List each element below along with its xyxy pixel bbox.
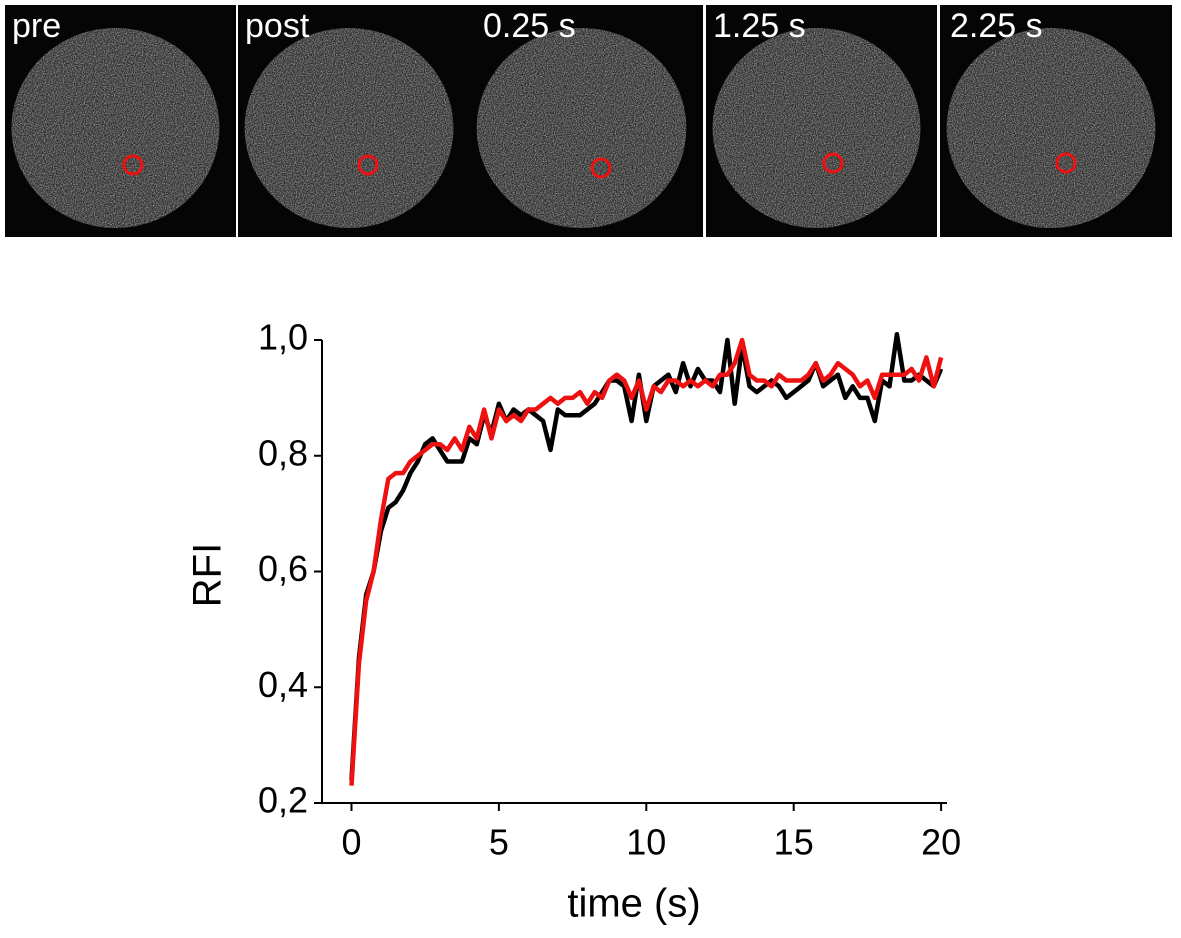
bleach-roi [1055, 152, 1077, 174]
y-tick-label: 0,2 [258, 780, 308, 821]
chart: RFI time (s) 0,2 0,4 0,6 0,8 1,0 0 5 10 15 20 [186, 317, 962, 926]
x-tick-label: 10 [626, 822, 666, 863]
nucleus-speckle [946, 28, 1156, 228]
panel-label: 1.25 s [713, 7, 806, 45]
x-tick-label: 5 [489, 822, 509, 863]
bleach-roi [822, 152, 844, 174]
y-tick-label: 0,8 [258, 432, 308, 473]
y-tick-label: 1,0 [258, 317, 308, 358]
panel-label: post [245, 7, 310, 45]
y-tick-label: 0,4 [258, 664, 308, 705]
nucleus-speckle [11, 28, 220, 228]
bleach-roi [122, 154, 144, 176]
x-axis-label: time (s) [567, 882, 700, 926]
nucleus-speckle [476, 28, 687, 228]
bleach-roi [357, 154, 379, 176]
image-strip: pre post 0.25 s 1.25 s 2.25 s [3, 3, 1175, 239]
panel-label: 2.25 s [950, 7, 1043, 45]
panel-label: pre [12, 7, 61, 45]
bleach-roi [590, 157, 612, 179]
nucleus-speckle [244, 28, 454, 228]
x-tick-label: 20 [921, 822, 961, 863]
x-tick-label: 0 [341, 822, 361, 863]
y-axis-label: RFI [186, 543, 230, 607]
y-tick-label: 0,6 [258, 548, 308, 589]
data-line [349, 337, 944, 786]
panel-label: 0.25 s [483, 7, 576, 45]
nucleus-speckle [712, 28, 921, 228]
data-line [349, 331, 944, 781]
x-tick-label: 15 [774, 822, 814, 863]
